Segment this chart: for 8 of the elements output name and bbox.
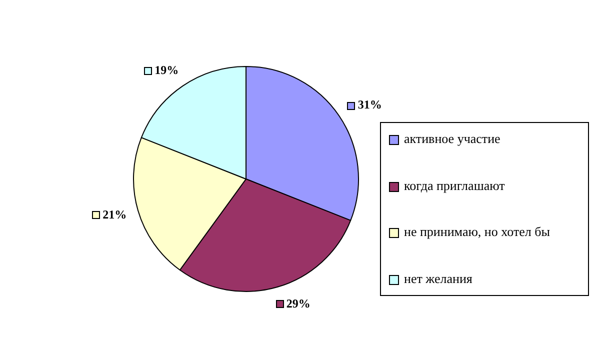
legend-label: не принимаю, но хотел бы — [404, 224, 550, 240]
data-label: 31% — [358, 98, 382, 112]
data-label: 29% — [286, 296, 310, 310]
legend-label: нет желания — [404, 270, 472, 287]
data-label: 21% — [102, 208, 127, 222]
legend-label: когда приглашают — [404, 178, 505, 194]
data-label: 19% — [154, 63, 179, 78]
legend-label: активное участие — [404, 131, 500, 147]
